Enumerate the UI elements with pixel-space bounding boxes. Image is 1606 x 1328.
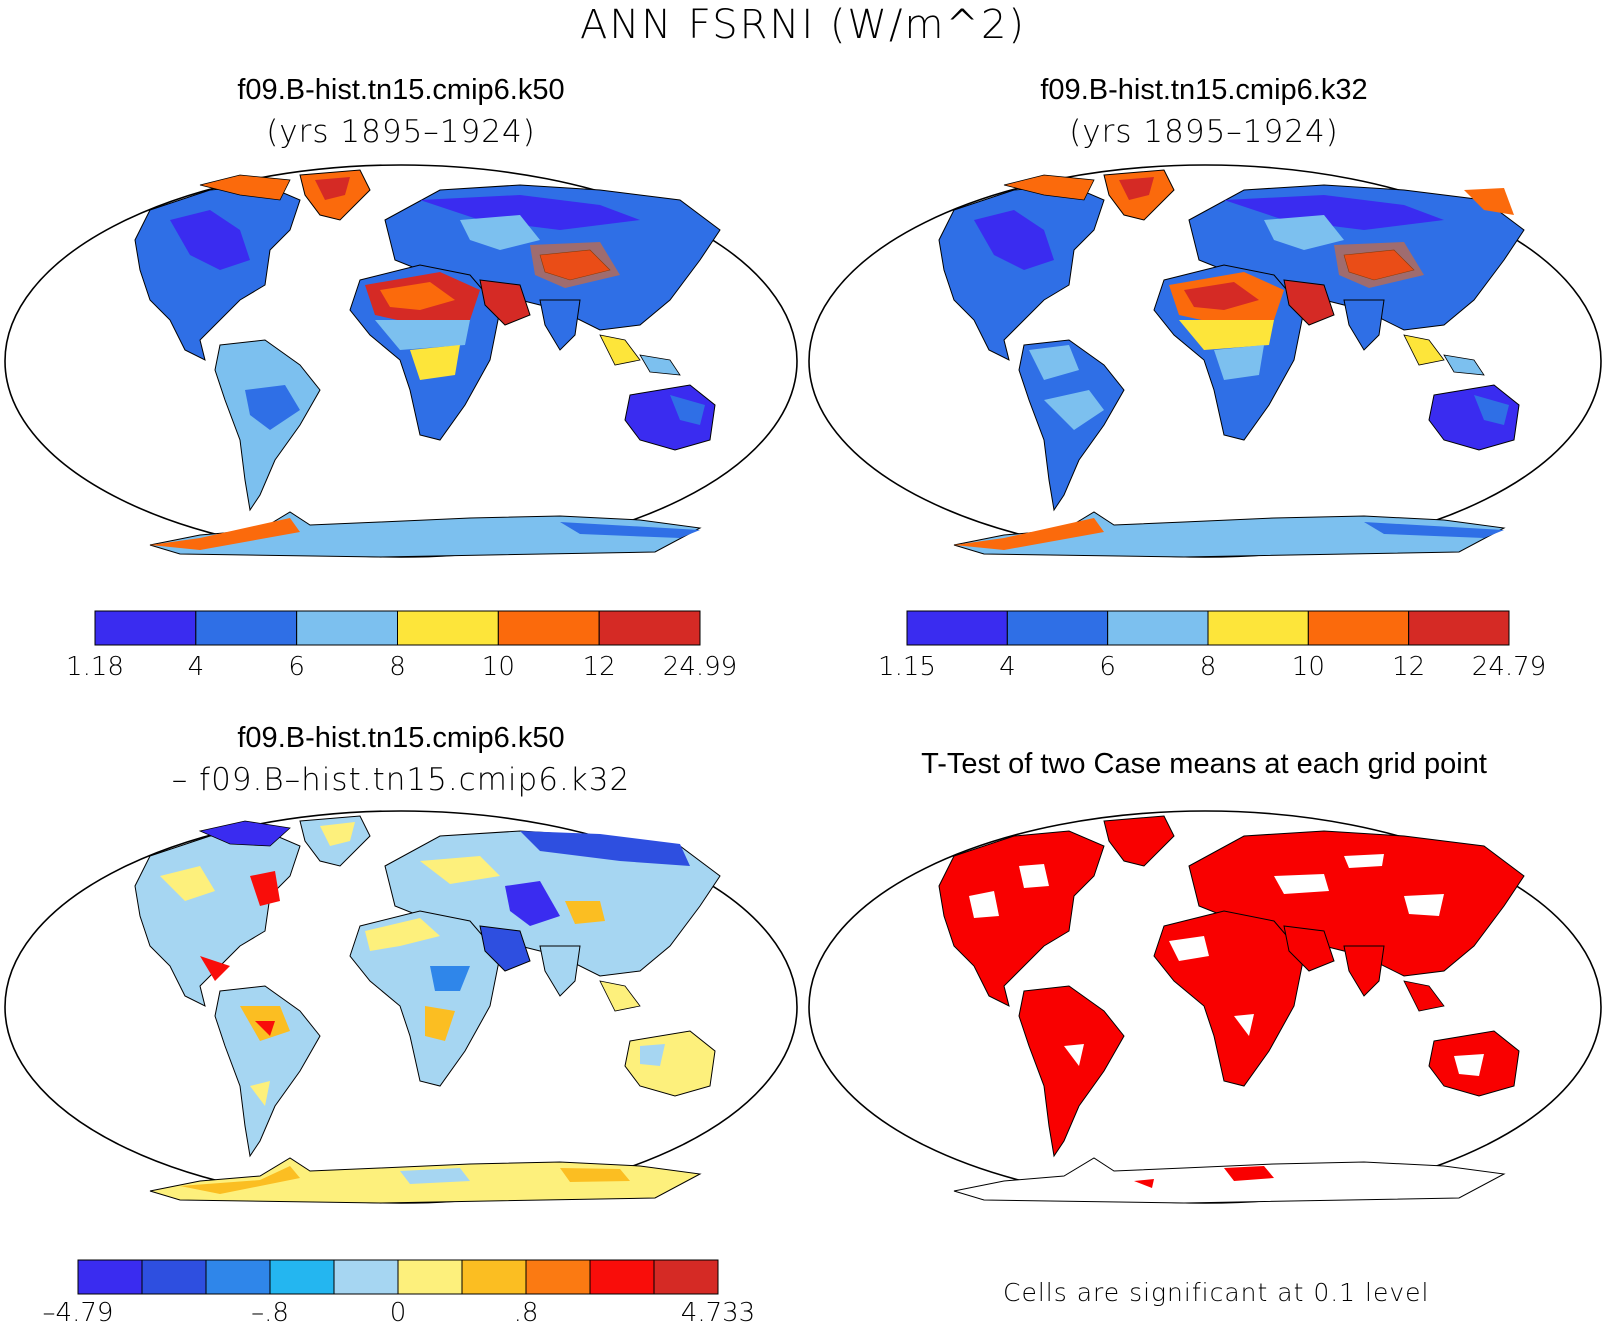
colorbar-diff-tick: 0: [389, 1298, 407, 1328]
panel-k32-subtitle: (yrs 1895–1924): [1069, 114, 1339, 150]
colorbar-diff-bin: [461, 1259, 527, 1295]
colorbar-k32-bin: [1107, 610, 1209, 646]
panel-k32-title: f09.B-hist.tn15.cmip6.k32: [1040, 74, 1368, 106]
colorbar-k50-tick: 12: [582, 652, 616, 682]
colorbar-k32-tick: 8: [1199, 652, 1217, 682]
colorbar-diff-tick: .8: [513, 1298, 539, 1328]
continent-australia: [1428, 384, 1520, 451]
colorbar-k50-bin: [497, 610, 600, 646]
map-k50: [4, 164, 798, 558]
colorbar-diff-tick: –.8: [251, 1298, 289, 1328]
ttest-note: Cells are significant at 0.1 level: [1003, 1278, 1430, 1307]
colorbar-k50-bin: [296, 610, 398, 646]
colorbar-diff-tick: –4.79: [42, 1298, 114, 1328]
continent-south-america: [214, 985, 321, 1158]
continent-antarctica: [953, 1157, 1506, 1204]
continent-north-america: [938, 830, 1105, 1007]
figure-title: ANN FSRNI (W/m^2): [579, 2, 1026, 48]
colorbar-k50-bin: [397, 610, 499, 646]
colorbar-k32-ticks: 1.15 4 6 8 10 12 24.79: [878, 652, 1546, 684]
colorbar-diff-tick: 4.733: [680, 1298, 756, 1328]
colorbar-diff-bin: [77, 1259, 143, 1295]
colorbar-k50-tick: 8: [389, 652, 406, 682]
continent-australia: [624, 384, 716, 451]
continent-africa: [349, 910, 501, 1087]
colorbar-k50: [94, 610, 701, 646]
colorbar-k32-bin: [906, 610, 1008, 646]
colorbar-k50-bin: [195, 610, 298, 646]
colorbar-k32-bin: [1307, 610, 1410, 646]
region-arabia: [1283, 279, 1335, 326]
colorbar-k32-tick: 4: [999, 652, 1016, 682]
panel-diff-subtitle: – f09.B–hist.tn15.cmip6.k32: [171, 762, 631, 798]
colorbar-k50-tick: 1.18: [66, 652, 124, 682]
colorbar-diff-bin: [205, 1259, 271, 1295]
colorbar-k32-tick: 1.15: [878, 652, 936, 682]
colorbar-k32: [906, 610, 1510, 646]
region-arabia: [1283, 925, 1335, 972]
colorbar-diff-bin: [269, 1259, 335, 1295]
colorbar-diff-bin: [141, 1259, 207, 1295]
region-arabia: [479, 279, 531, 326]
colorbar-k50-ticks: 1.18 4 6 8 10 12 24.99: [66, 652, 737, 684]
map-diff: [4, 810, 798, 1204]
colorbar-k32-tick: 12: [1392, 652, 1426, 682]
colorbar-k32-bin: [1006, 610, 1109, 646]
colorbar-k50-tick: 6: [288, 652, 305, 682]
map-ttest: [808, 810, 1602, 1204]
colorbar-k50-bin: [94, 610, 197, 646]
panel-ttest-title: T-Test of two Case means at each grid po…: [921, 748, 1487, 780]
colorbar-diff-bin: [653, 1259, 719, 1295]
colorbar-diff-bin: [397, 1259, 463, 1295]
colorbar-k32-bin: [1207, 610, 1309, 646]
panel-k50-title: f09.B-hist.tn15.cmip6.k50: [237, 74, 565, 106]
panel-k50-subtitle: (yrs 1895–1924): [266, 114, 536, 150]
panel-diff-title: f09.B-hist.tn15.cmip6.k50: [237, 722, 565, 754]
colorbar-k50-bin: [598, 610, 701, 646]
colorbar-diff-ticks: –4.79 –.8 0 .8 4.733: [43, 1298, 756, 1328]
colorbar-diff-bin: [333, 1259, 399, 1295]
colorbar-k50-tick: 4: [187, 652, 205, 682]
colorbar-k32-tick: 6: [1099, 652, 1116, 682]
colorbar-k32-bin: [1408, 610, 1510, 646]
colorbar-k50-tick: 24.99: [662, 652, 738, 682]
colorbar-k50-tick: 10: [481, 652, 515, 682]
colorbar-diff-bin: [525, 1259, 591, 1295]
colorbar-diff-bin: [589, 1259, 655, 1295]
colorbar-k32-tick: 10: [1291, 652, 1325, 682]
map-k32: [808, 164, 1602, 558]
region-arabia: [479, 925, 531, 972]
colorbar-diff: [77, 1259, 719, 1295]
continent-greenland: [1103, 815, 1175, 867]
colorbar-k32-tick: 24.79: [1471, 652, 1547, 682]
continent-south-america: [1018, 985, 1125, 1158]
